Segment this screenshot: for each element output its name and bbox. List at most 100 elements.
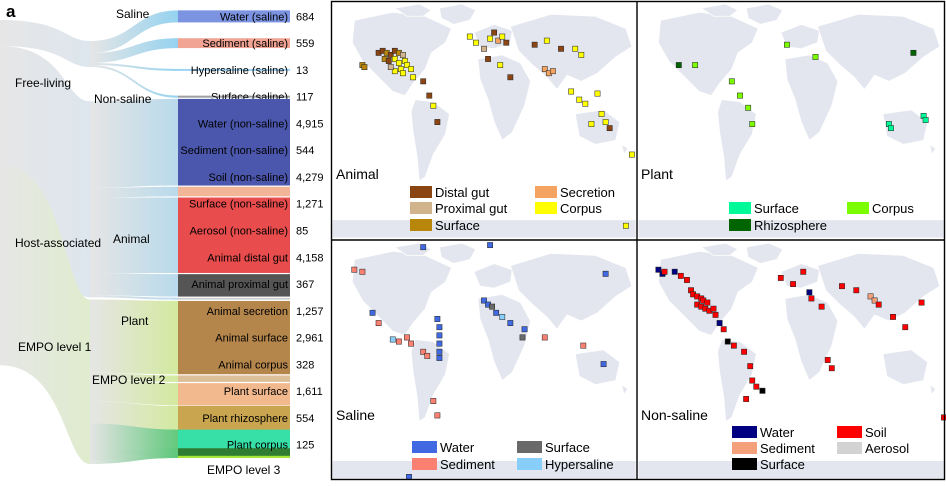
sankey-label-animal-proximal-gut: Animal proximal gut [191,279,288,291]
map-sample-point-water [806,289,813,296]
map-sample-point-water [655,266,662,273]
map-sample-point-soil [720,326,727,333]
map-sample-point-surface [361,64,368,71]
map-landmass [929,383,937,396]
legend-swatch-animal-secretion [535,186,557,198]
map-panel-plant [637,2,945,239]
level2-label-animal: Animal [113,232,150,246]
level1-caption: EMPO level 1 [18,340,92,354]
map-sample-point-soil [918,299,925,306]
map-sample-point-sediment [408,340,414,347]
sankey-ribbon-sediment-non-saline [90,186,178,198]
map-sample-point-corpus [576,96,583,103]
map-sample-point-distal-gut [387,51,394,58]
map-sample-point-surface [759,387,766,394]
sankey-count-sediment-non-saline: 544 [296,145,314,157]
map-sample-point-sediment [395,338,402,345]
sankey-label-aerosol-non-saline: Aerosol (non-saline) [190,226,288,238]
level2-label-saline: Saline [116,7,150,21]
map-title-plant: Plant [641,166,673,182]
map-sample-point-soil [875,301,882,308]
sankey-diagram: Water (saline) 684 Sediment (saline) 559 Hyp… [0,10,324,464]
map-landmass [509,252,633,330]
level1-label-free-living: Free-living [15,76,71,90]
sankey-node-surface-saline [178,95,290,98]
legend-label-plant-rhizosphere: Rhizosphere [754,218,827,233]
map-landmass [929,143,937,156]
map-sample-point-soil [684,277,690,283]
map-sample-point-sediment [351,266,358,273]
map-landmass [657,250,759,336]
map-sample-point-soil [753,383,760,390]
legend-swatch-saline-water [412,441,437,453]
map-sample-point-soil [790,281,796,288]
map-panel-non-saline [637,241,946,480]
map-landmass [700,242,739,256]
map-landmass [745,242,784,265]
map-landmass [816,252,941,330]
map-sample-point-corpus [622,222,629,229]
map-sample-point-sediment [359,268,366,275]
map-landmass [784,54,839,141]
map-sample-point-corpus [408,66,414,73]
map-landmass [438,3,477,25]
map-sample-point-corpus [728,78,735,85]
map-sample-point-distal-gut [485,56,491,62]
map-landmass [816,13,941,91]
map-sample-point-corpus [784,41,790,48]
map-landmass [477,54,532,141]
map-sample-point-sediment [404,334,410,341]
map-sample-point-corpus [404,62,410,68]
map-sample-point-soil [839,283,845,290]
map-landmass [473,23,513,50]
map-sample-point-soil [777,275,784,281]
map-landmass [784,293,839,382]
sankey-ribbon-soil-non-saline [90,197,178,273]
sankey-count-animal-corpus: 328 [296,359,314,371]
map-sample-point-corpus [812,54,819,60]
map-sample-point-corpus [395,60,402,66]
legend-swatch-nonsaline-sediment [732,442,757,454]
legend-swatch-plant-rhizosphere [729,219,751,231]
map-landmass [331,219,637,239]
level2-caption: EMPO level 2 [92,373,166,387]
map-sample-point-corpus [543,37,550,44]
map-sample-point-soil [828,365,835,372]
map-sample-point-soil [853,287,860,294]
map-sample-point-soil [941,414,946,421]
map-sample-point-water [493,309,500,316]
map-sample-point-corpus [745,104,752,111]
map-sample-point-sediment [424,352,431,359]
legend-label-saline-surface: Surface [545,440,590,455]
map-sample-point-corpus [466,33,473,40]
level1-links [0,20,90,464]
map-landmass [882,349,929,386]
map-landmass [509,13,633,91]
sankey-node-sediment-non-saline [178,186,290,197]
legend-label-animal-corpus: Corpus [560,201,602,216]
map-sample-point-distal-gut [420,78,427,85]
legend-label-nonsaline-surface: Surface [760,457,805,472]
map-title-non-saline: Non-saline [641,407,708,423]
map-landmass [473,263,513,289]
map-sample-point-sediment [541,334,548,341]
sankey-label-sediment-saline: Sediment (saline) [202,38,288,50]
sankey-count-hypersaline-saline: 13 [296,65,308,77]
map-sample-point-corpus [430,102,437,109]
sankey-ribbon-aerosol-non-saline [90,295,178,300]
map-landmass [393,3,433,17]
map-sample-point-distal-gut [426,92,433,99]
sankey-count-animal-distal-gut: 4,158 [296,252,324,264]
map-sample-point-corpus [572,45,579,52]
map-sample-point-water [521,326,528,333]
legend-label-animal-secretion: Secretion [560,185,615,200]
map-sample-point-rhizosphere [910,49,917,56]
map-sample-point-corpus [692,62,699,68]
map-sample-point-water [671,268,678,275]
map-sample-point-soil [747,363,754,370]
map-sample-point-corpus [629,151,635,158]
legend-swatch-nonsaline-water [732,426,757,438]
level3-nodes: Water (saline) 684 Sediment (saline) 559 Hyp… [178,10,324,458]
